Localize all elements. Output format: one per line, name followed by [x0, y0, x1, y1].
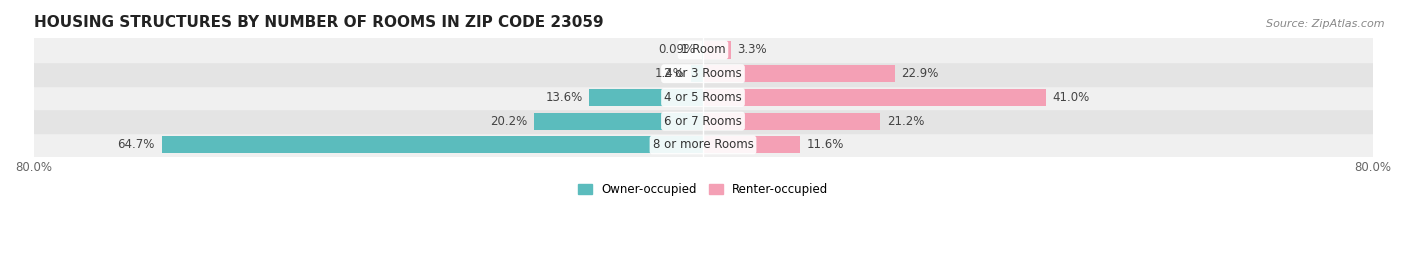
- Text: 13.6%: 13.6%: [546, 91, 582, 104]
- Bar: [703, 89, 1046, 106]
- Text: 1 Room: 1 Room: [681, 44, 725, 56]
- Bar: [692, 65, 703, 82]
- Bar: [34, 133, 1372, 157]
- Bar: [162, 136, 703, 153]
- Text: 22.9%: 22.9%: [901, 67, 939, 80]
- Text: 3.3%: 3.3%: [737, 44, 766, 56]
- Bar: [703, 41, 731, 59]
- Text: 21.2%: 21.2%: [887, 115, 925, 128]
- Text: 0.09%: 0.09%: [658, 44, 696, 56]
- Legend: Owner-occupied, Renter-occupied: Owner-occupied, Renter-occupied: [572, 178, 834, 201]
- Bar: [34, 62, 1372, 86]
- Text: 1.4%: 1.4%: [655, 67, 685, 80]
- Text: 4 or 5 Rooms: 4 or 5 Rooms: [664, 91, 742, 104]
- Text: Source: ZipAtlas.com: Source: ZipAtlas.com: [1267, 19, 1385, 29]
- Bar: [534, 113, 703, 130]
- Bar: [34, 86, 1372, 109]
- Bar: [589, 89, 703, 106]
- Text: 11.6%: 11.6%: [807, 139, 844, 151]
- Text: 8 or more Rooms: 8 or more Rooms: [652, 139, 754, 151]
- Text: HOUSING STRUCTURES BY NUMBER OF ROOMS IN ZIP CODE 23059: HOUSING STRUCTURES BY NUMBER OF ROOMS IN…: [34, 15, 603, 30]
- Text: 20.2%: 20.2%: [491, 115, 527, 128]
- Bar: [703, 65, 894, 82]
- Text: 41.0%: 41.0%: [1053, 91, 1090, 104]
- Bar: [34, 38, 1372, 62]
- Text: 6 or 7 Rooms: 6 or 7 Rooms: [664, 115, 742, 128]
- Text: 64.7%: 64.7%: [118, 139, 155, 151]
- Bar: [34, 109, 1372, 133]
- Bar: [703, 136, 800, 153]
- Bar: [703, 113, 880, 130]
- Text: 2 or 3 Rooms: 2 or 3 Rooms: [664, 67, 742, 80]
